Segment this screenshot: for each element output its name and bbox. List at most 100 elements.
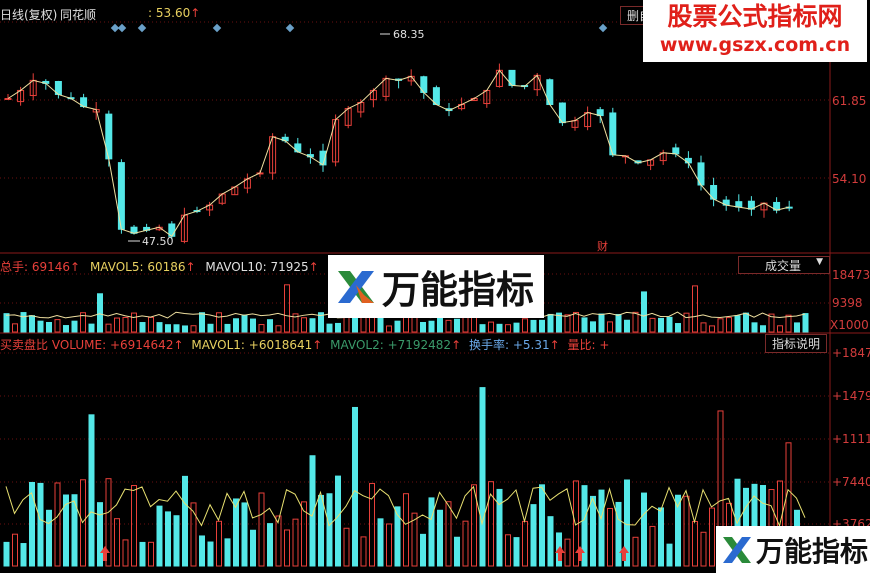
total-volume: 总手: 69146 (0, 260, 71, 274)
high-label: 68.35 (393, 28, 425, 41)
volume-bar (505, 324, 511, 333)
ind-axis-1: +1847 (832, 346, 870, 360)
ind-ratio: 量比: + (567, 338, 610, 352)
volume-bar (318, 312, 324, 333)
volume-bar (751, 322, 758, 333)
volume-bar (275, 325, 282, 333)
event-marker-icon (117, 23, 127, 33)
indicator-bar (326, 493, 333, 567)
volume-bar (250, 318, 256, 333)
indicator-bar (709, 507, 715, 567)
volume-bar (267, 319, 273, 333)
candle-body (4, 97, 12, 100)
indicator-bar (377, 518, 384, 567)
finance-marker[interactable]: 财 (597, 240, 608, 253)
volume-bar (632, 311, 639, 333)
indicator-bar (590, 495, 596, 567)
volume-bar (148, 316, 154, 333)
volume-bar (496, 323, 503, 333)
indicator-bar (666, 543, 673, 567)
indicator-bar (411, 512, 418, 567)
volume-bar (352, 317, 358, 333)
indicator-bar (462, 520, 469, 567)
indicator-select[interactable]: 成交量 ▼ (738, 256, 830, 274)
volume-bar (88, 323, 95, 333)
indicator-bar (292, 518, 299, 567)
low-label: 47.50 (142, 235, 174, 248)
mavol10: MAVOL10: 71925 (205, 260, 309, 274)
ind-mavol2: MAVOL2: +7192482 (330, 338, 452, 352)
volume-bar (190, 325, 197, 333)
volume-bar (607, 321, 613, 333)
ind-mavol1: MAVOL1: +6018641 (191, 338, 313, 352)
indicator-bar (335, 475, 341, 567)
up-arrow-icon (555, 546, 565, 561)
event-marker-icon (598, 23, 608, 33)
indicator-bar (301, 501, 307, 567)
volume-bar (37, 320, 44, 333)
candle-body (684, 157, 692, 164)
indicator-bar (216, 520, 222, 567)
volume-bar (743, 312, 749, 333)
volume-bar (80, 312, 86, 333)
indicator-bar (530, 504, 537, 567)
volume-bar (156, 322, 163, 333)
volume-bar (20, 312, 27, 333)
indicator-bar (522, 520, 528, 567)
volume-bar (182, 325, 188, 333)
volume-bar (309, 318, 316, 333)
indicator-bar (37, 482, 44, 567)
indicator-bar (454, 536, 460, 567)
volume-bar (12, 323, 18, 333)
indicator-bar (182, 475, 188, 567)
up-arrow-icon (619, 546, 629, 561)
volume-bar (666, 316, 673, 333)
volume-bar (173, 324, 180, 333)
volume-bar (462, 315, 469, 333)
indicator-help-button[interactable]: 指标说明 (765, 334, 828, 353)
indicator-bar (267, 523, 273, 567)
volume-bar (199, 312, 205, 333)
volume-bar (445, 319, 452, 333)
volume-bar (768, 313, 775, 333)
volume-bar (335, 322, 341, 333)
indicator-bar (190, 502, 197, 567)
indicator-bar (369, 482, 375, 567)
indicator-bar (488, 481, 494, 567)
indicator-bar (258, 492, 265, 567)
volume-bar (539, 319, 545, 333)
ind-axis-2: +1479 (832, 389, 870, 403)
indicator-bar (173, 515, 180, 567)
watermark-logo-center: 万能指标 (328, 255, 544, 318)
indicator-bar (139, 541, 146, 567)
volume-bar (437, 317, 443, 333)
volume-bar (624, 319, 630, 333)
indicator-bar (165, 511, 171, 567)
indicator-bar (131, 485, 137, 567)
vol-axis-unit: X1000 (830, 318, 869, 332)
indicator-bar (437, 509, 443, 567)
volume-bar (760, 325, 766, 333)
indicator-bar (658, 507, 664, 567)
volume-bar (105, 323, 112, 333)
period-label[interactable]: 日线(复权) (0, 8, 58, 22)
volume-bar (522, 318, 528, 333)
indicator-bar (284, 529, 290, 567)
volume-bar (258, 324, 265, 333)
indicator-bar (156, 505, 163, 567)
event-marker-icon (285, 23, 295, 33)
volume-bar (692, 285, 698, 333)
volume-bar (658, 317, 664, 333)
volume-bar (420, 321, 426, 333)
volume-bar (641, 291, 647, 333)
indicator-bar (80, 479, 86, 567)
indicator-bar (318, 494, 324, 567)
indicator-bar (71, 494, 78, 567)
volume-bar (114, 317, 120, 333)
volume-bar (233, 318, 239, 333)
volume-bar (29, 315, 35, 333)
volume-bar (598, 313, 605, 333)
volume-bar (394, 320, 401, 333)
event-marker-icon (212, 23, 222, 33)
candlesticks (4, 33, 793, 244)
